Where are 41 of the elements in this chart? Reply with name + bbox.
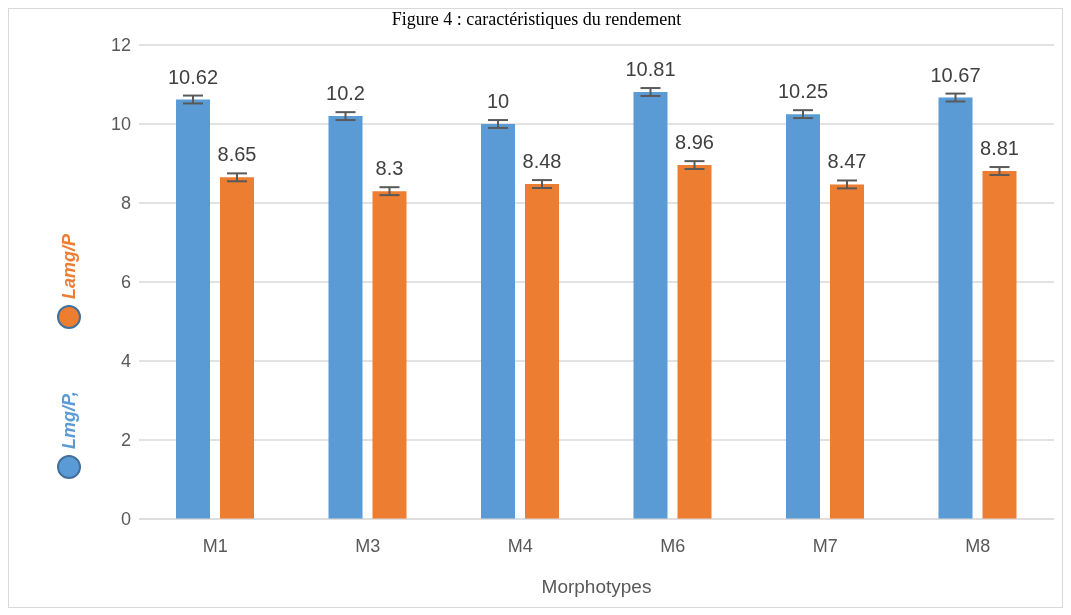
- x-tick-label: M1: [202, 535, 228, 556]
- text: Lamg/P: [59, 232, 79, 299]
- bar: [830, 184, 864, 519]
- chart-title: Figure 4 : caractéristiques du rendement: [390, 9, 683, 30]
- data-label: 10.62: [167, 65, 219, 88]
- y-tick-label: 0: [120, 509, 131, 530]
- data-label: 10.2: [326, 82, 365, 105]
- x-tick-label: M8: [965, 535, 991, 556]
- x-tick-label: M3: [355, 535, 381, 556]
- x-tick-label: M4: [507, 535, 533, 556]
- data-label: 8.81: [980, 137, 1019, 160]
- bar: [677, 165, 712, 519]
- bar: [481, 124, 515, 519]
- data-label: 8.48: [522, 150, 562, 173]
- x-tick-label: M7: [812, 535, 838, 556]
- data-label: 8.96: [675, 131, 714, 154]
- data-label: 8.65: [217, 143, 257, 166]
- bar: [372, 191, 407, 519]
- data-label: 10.81: [625, 58, 676, 81]
- y-tick-label: 8: [120, 193, 131, 214]
- bar: [982, 171, 1017, 519]
- x-axis-title: Morphotypes: [541, 576, 652, 597]
- bar: [938, 97, 973, 519]
- bar: [176, 99, 210, 519]
- data-label: 10: [486, 90, 510, 112]
- bar: [328, 116, 363, 519]
- text: Lmg/P,: [59, 391, 79, 449]
- y-tick-label: 2: [120, 430, 131, 451]
- data-label: 10.67: [930, 63, 981, 86]
- y-tick-label: 4: [120, 351, 131, 372]
- data-label: 10.25: [777, 80, 829, 103]
- bar: [786, 114, 820, 519]
- y-tick-label: 10: [110, 114, 131, 135]
- y-tick-label: 12: [110, 35, 131, 56]
- data-label: 8.47: [827, 150, 867, 173]
- bar: [525, 184, 559, 519]
- bar: [220, 177, 254, 519]
- bar: [633, 92, 668, 519]
- y-tick-label: 6: [120, 272, 131, 293]
- data-label: 8.3: [375, 157, 404, 180]
- x-tick-label: M6: [660, 535, 686, 556]
